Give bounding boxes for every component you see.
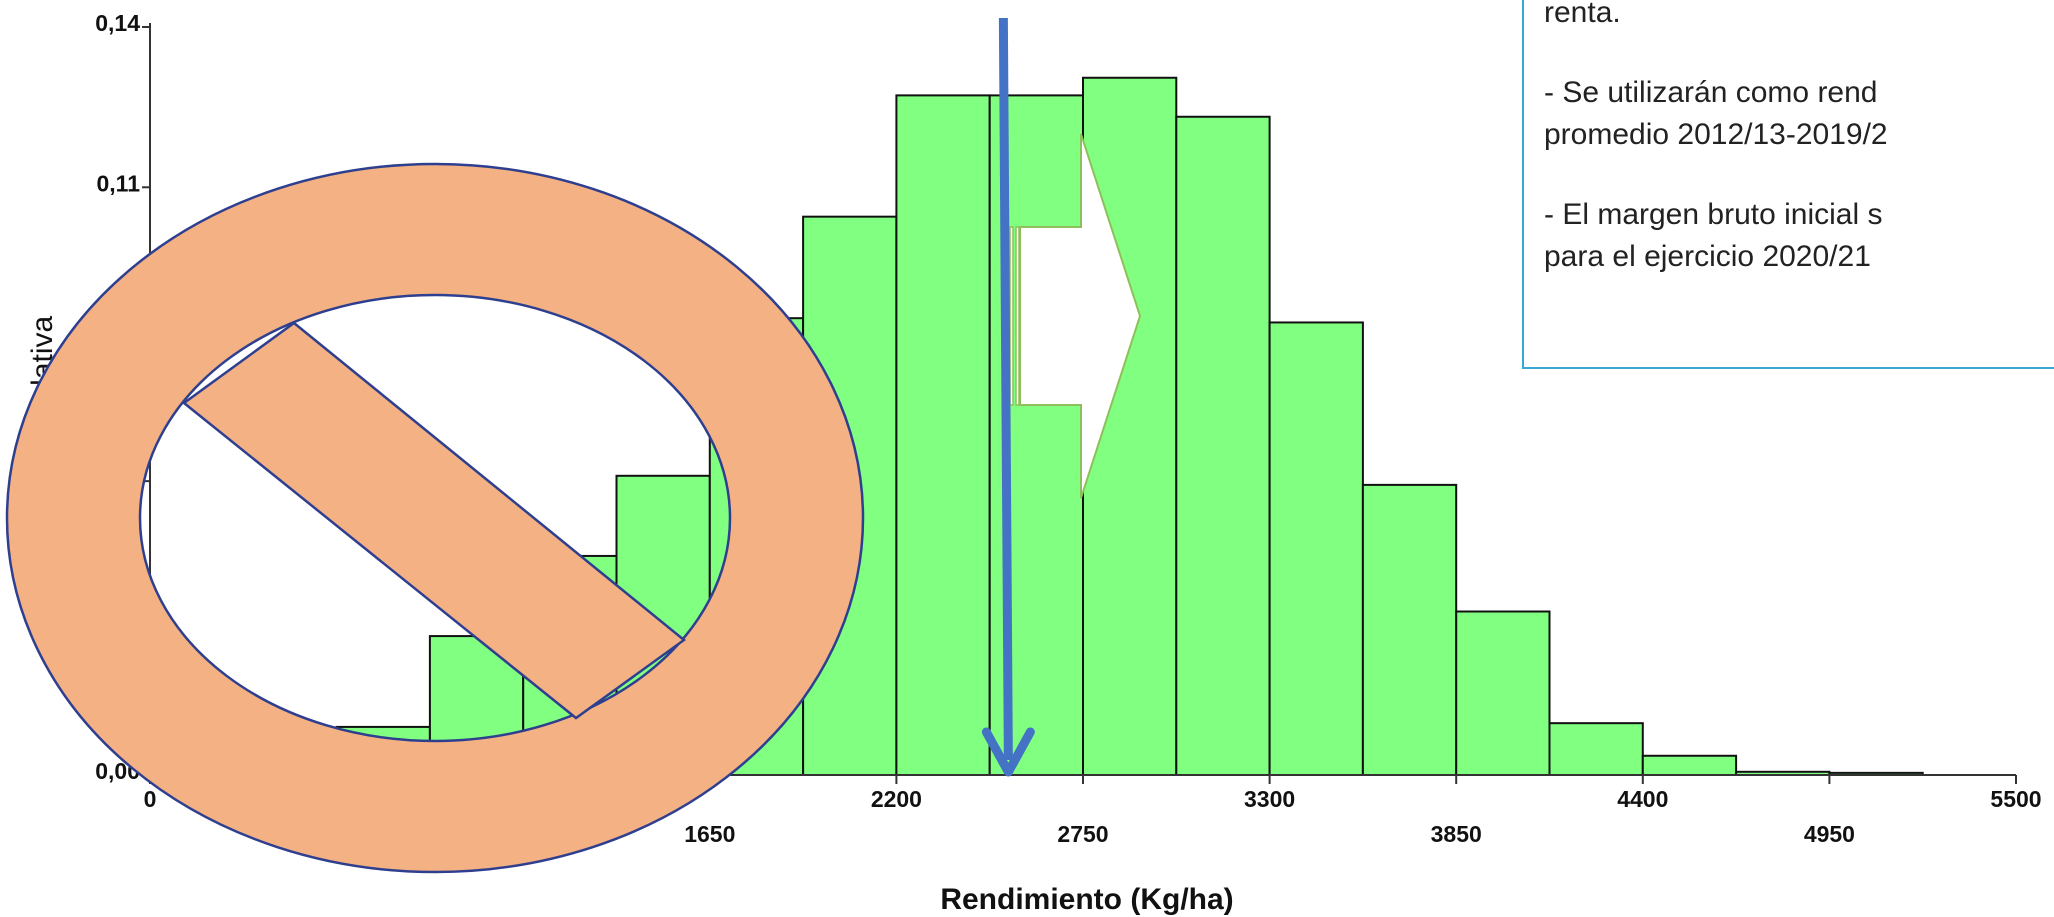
- x-tick-label: 3850: [1431, 821, 1482, 847]
- x-tick-label: 2750: [1057, 821, 1108, 847]
- prohibition-sign-icon: [5, 162, 865, 874]
- histogram-bar: [1268, 321, 1364, 776]
- down-arrow-icon: [981, 17, 1035, 777]
- note-line: - Se utilizarán como rend: [1544, 76, 1878, 109]
- marker-arrow-head: [981, 727, 1035, 777]
- note-line: renta.: [1544, 0, 1621, 29]
- note-line: para el ejercicio 2020/21: [1544, 240, 1871, 273]
- histogram-bar: [895, 94, 991, 777]
- y-tick-labels: 0,140,110,00: [95, 10, 140, 784]
- x-tick-label: 2200: [871, 786, 922, 812]
- x-tick-label: 0: [144, 786, 157, 812]
- x-tick-label: 1650: [684, 821, 735, 847]
- x-tick-label: 5500: [1990, 786, 2041, 812]
- histogram-bar: [1641, 754, 1738, 776]
- right-block-arrow-icon: [1009, 133, 1142, 499]
- x-tick-label: 4400: [1617, 786, 1668, 812]
- note-line: - El margen bruto inicial s: [1544, 198, 1883, 231]
- histogram-bar: [1455, 610, 1551, 776]
- histogram-bar: [1361, 483, 1458, 776]
- x-tick-label: 3300: [1244, 786, 1295, 812]
- x-tick-label: 4950: [1804, 821, 1855, 847]
- histogram-bar: [1175, 115, 1271, 776]
- y-tick-label: 0,14: [95, 10, 140, 36]
- histogram-bar: [1548, 722, 1644, 776]
- note-box: renta. - Se utilizarán como rend promedi…: [1522, 0, 2054, 369]
- note-line: promedio 2012/13-2019/2: [1544, 118, 1888, 151]
- marker-arrow-shaft: [998, 17, 1013, 761]
- x-axis-title: Rendimiento (Kg/ha): [940, 883, 1233, 916]
- y-tick-label: 0,11: [97, 170, 141, 196]
